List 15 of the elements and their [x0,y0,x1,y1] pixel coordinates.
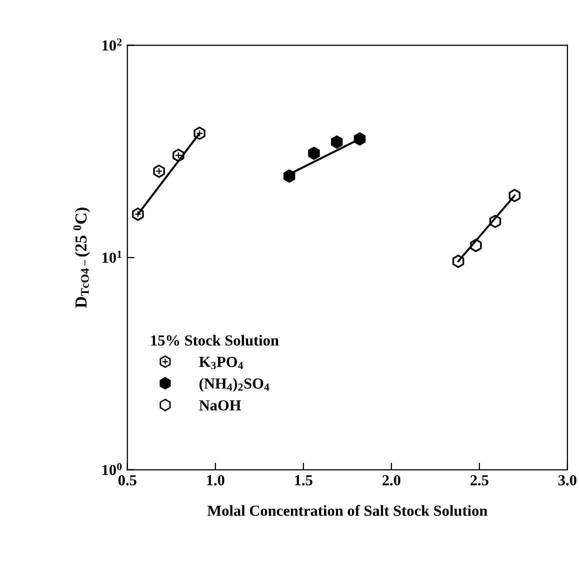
x-tick-label: 0.5 [118,475,136,486]
y-tick-label: 10$^{0}$ [102,463,122,476]
legend-label: NaOH [199,400,242,410]
y-tick-label: 10$^{1}$ [102,250,122,263]
legend-title: 15% Stock Solution [151,334,279,346]
y-axis-title: D$_{TcO4−}$(25 $^{0}$C) [73,208,90,308]
legend-label: K$_{3}$PO$_{4}$ [199,356,244,370]
x-tick-label: 3.0 [558,475,576,486]
x-tick-label: 2.0 [382,475,400,486]
y-tick-label: 10$^{2}$ [102,38,122,51]
x-tick-label: 1.0 [207,475,224,486]
x-axis-title: Molal Concentration of Salt Stock Solution [207,505,488,516]
x-tick-label: 2.5 [470,475,488,486]
x-tick-label: 1.5 [295,475,312,486]
legend-label: (NH$_{4}$)$_{2}$SO$_{4}$ [199,378,270,392]
